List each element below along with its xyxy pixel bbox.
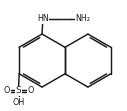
Text: O: O (27, 86, 34, 95)
Text: O: O (3, 86, 10, 95)
Text: HN: HN (37, 14, 49, 23)
Text: S: S (16, 86, 21, 95)
Text: OH: OH (12, 98, 25, 107)
Text: NH₂: NH₂ (75, 14, 90, 23)
